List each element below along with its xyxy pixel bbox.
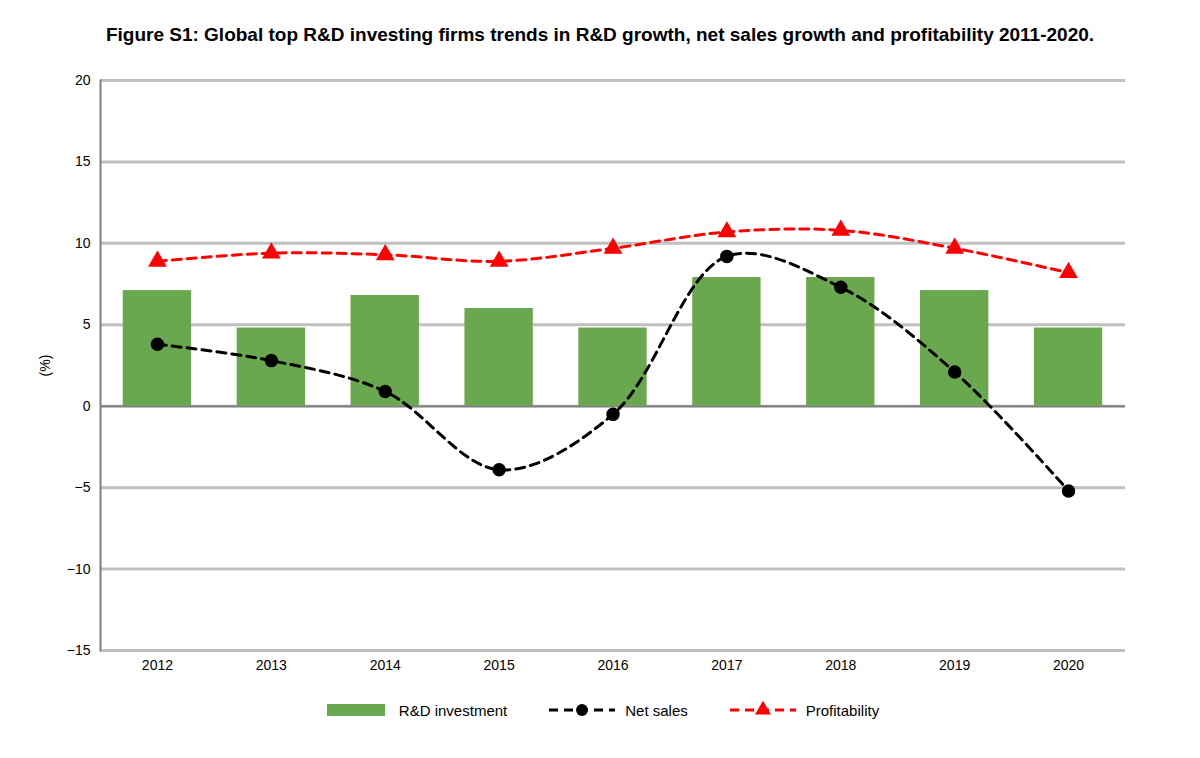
svg-text:2013: 2013 <box>256 657 287 673</box>
svg-text:2018: 2018 <box>825 657 856 673</box>
svg-text:2014: 2014 <box>370 657 401 673</box>
svg-text:10: 10 <box>75 235 91 251</box>
svg-text:−15: −15 <box>67 642 91 658</box>
html-text:Figure S1: Global top R&D inve: Figure S1: Global top R&D investing firm… <box>105 24 1095 45</box>
svg-text:2020: 2020 <box>1053 657 1084 673</box>
svg-text:2012: 2012 <box>142 657 173 673</box>
svg-text:5: 5 <box>83 316 91 332</box>
svg-text:2019: 2019 <box>939 657 970 673</box>
svg-text:2016: 2016 <box>597 657 628 673</box>
svg-text:2015: 2015 <box>484 657 515 673</box>
svg-text:2017: 2017 <box>711 657 742 673</box>
svg-text:−10: −10 <box>67 561 91 577</box>
svg-text:−5: −5 <box>75 479 91 495</box>
svg-text:20: 20 <box>75 72 91 88</box>
html-text:Profitability: Profitability <box>805 701 880 719</box>
svg-text:15: 15 <box>75 153 91 169</box>
svg-text:0: 0 <box>83 398 91 414</box>
html-text:Net sales: Net sales <box>625 701 688 719</box>
svg-text:(%): (%) <box>37 355 53 377</box>
html-text:R&D investment: R&D investment <box>398 701 508 719</box>
